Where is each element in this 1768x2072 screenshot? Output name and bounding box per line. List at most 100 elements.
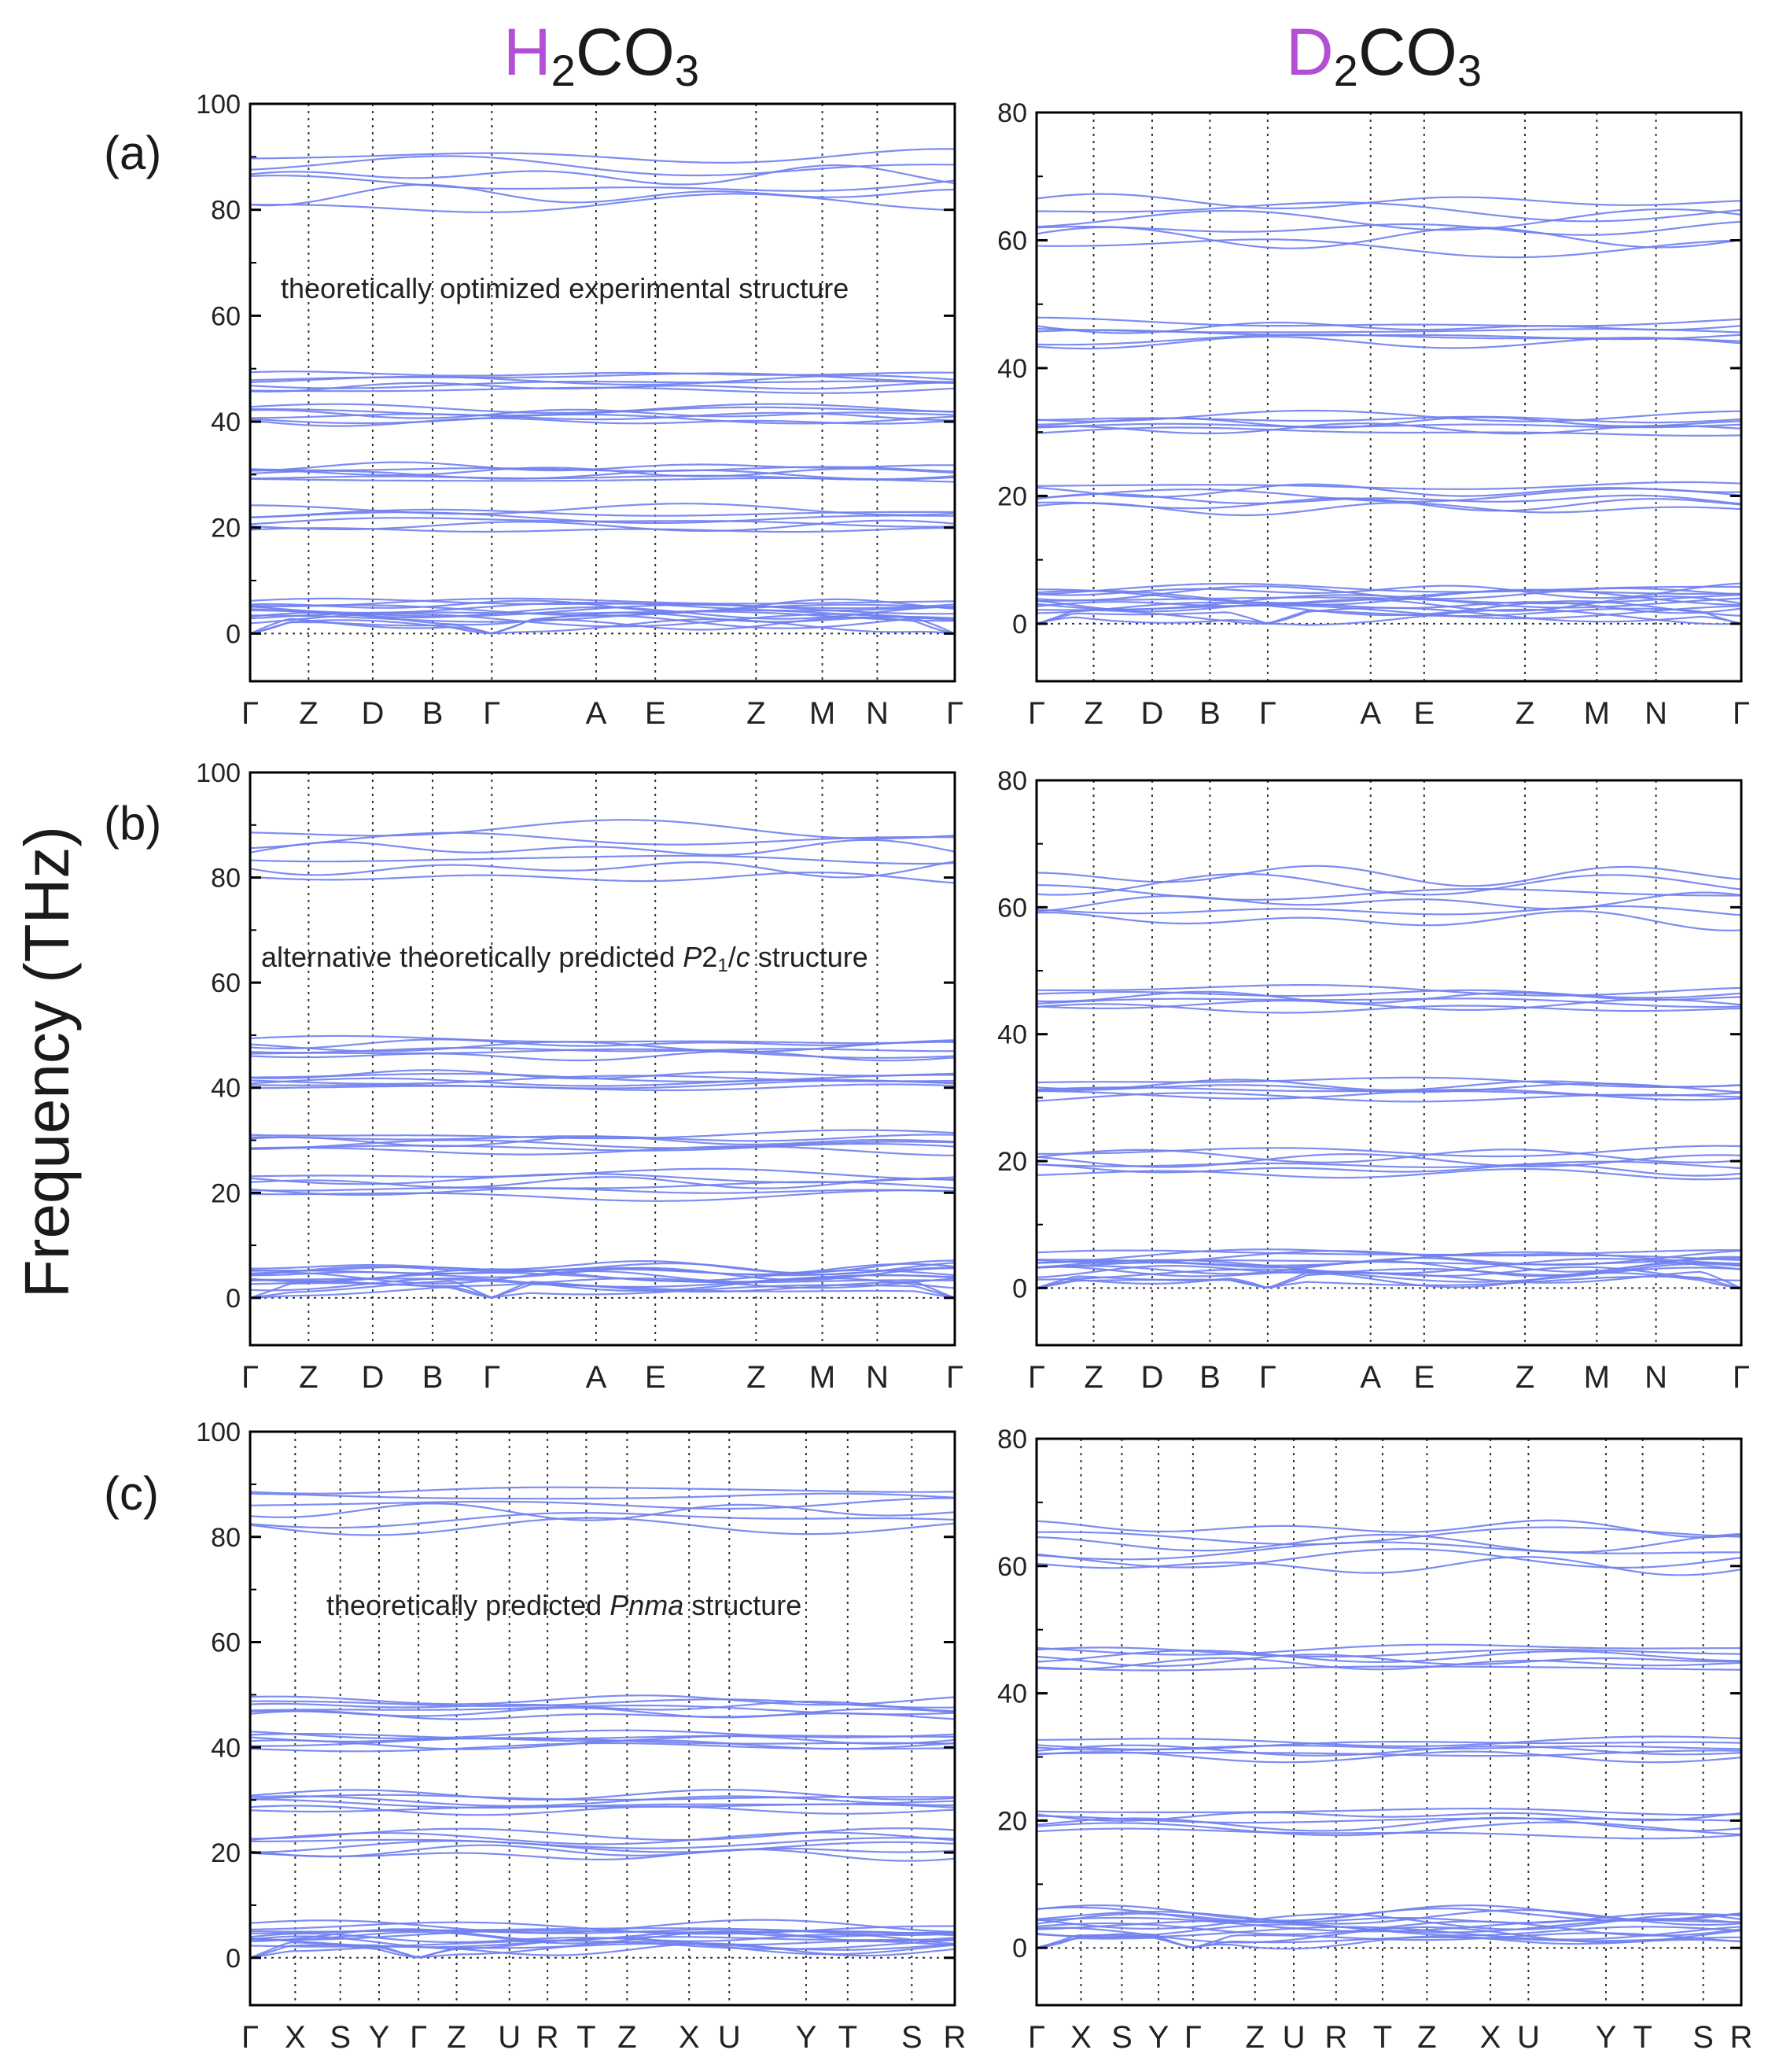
kpath-label-a-H-6: E (645, 696, 666, 731)
kpath-label-a-H-5: A (586, 696, 607, 731)
kpath-label-a-H-1: Z (299, 696, 318, 731)
band-a-H-4-4 (249, 372, 956, 383)
band-c-H-0-13 (249, 1919, 956, 1934)
kpath-label-a-H-2: D (361, 696, 384, 731)
plot-frame-a-D (1035, 111, 1743, 683)
kpath-label-a-H-7: Z (746, 696, 765, 731)
band-c-H-2-0 (249, 1805, 956, 1816)
band-b-H-3-2 (249, 1077, 956, 1087)
kpath-label-a-D-3: B (1199, 696, 1221, 731)
kpath-label-c-D-2: S (1111, 2020, 1133, 2055)
band-a-H-3-5 (249, 403, 956, 414)
band-c-H-4-1 (249, 1707, 956, 1719)
band-c-D-3-3 (1036, 1649, 1742, 1664)
kpath-label-b-D-8: M (1584, 1360, 1610, 1395)
band-c-D-3-0 (1036, 1665, 1742, 1672)
band-c-H-5-5 (249, 1486, 956, 1495)
band-c-D-3-4 (1036, 1646, 1742, 1658)
kpath-label-b-H-0: Γ (241, 1360, 259, 1395)
band-a-H-5-0 (249, 193, 956, 213)
kpath-label-b-H-4: Γ (483, 1360, 500, 1395)
band-a-H-2-2 (249, 469, 956, 481)
ytick-label-a-D-20: 20 (997, 481, 1027, 511)
kpath-label-c-H-1: X (285, 2020, 306, 2055)
band-b-D-0-12 (1036, 1248, 1742, 1264)
band-a-D-2-4 (1036, 415, 1742, 424)
band-c-D-0-6 (1036, 1920, 1742, 1937)
band-a-H-5-4 (249, 155, 956, 177)
kpath-label-c-D-5: Z (1246, 2020, 1265, 2055)
band-a-D-0-12 (1036, 582, 1742, 599)
band-b-H-2-0 (249, 1145, 956, 1156)
band-b-H-2-2 (249, 1139, 956, 1150)
band-a-H-4-2 (249, 380, 956, 389)
band-c-D-1-2 (1036, 1816, 1742, 1832)
band-c-H-1-3 (250, 1837, 956, 1849)
band-a-D-2-5 (1036, 409, 1741, 422)
ytick-label-b-H-0: 0 (226, 1284, 241, 1314)
band-b-D-3-1 (1036, 998, 1742, 1011)
band-c-H-1-2 (249, 1840, 956, 1854)
ytick-label-b-D-80: 80 (997, 766, 1027, 796)
band-c-H-3-4 (249, 1733, 956, 1740)
band-b-D-0-9 (1036, 1257, 1742, 1266)
annotation-b: alternative theoretically predicted P21/… (261, 941, 868, 976)
band-a-D-3-4 (1036, 321, 1742, 334)
kpath-label-b-D-4: Γ (1259, 1360, 1276, 1395)
band-a-H-1-3 (249, 511, 956, 524)
panel-label-a: (a) (104, 127, 162, 179)
band-a-H-4-5 (249, 371, 955, 377)
band-b-H-4-5 (249, 1034, 956, 1045)
ytick-label-a-H-0: 0 (226, 619, 241, 649)
band-c-H-2-3 (249, 1795, 955, 1807)
kpath-label-b-D-10: Γ (1733, 1360, 1750, 1395)
band-b-D-1-1 (1036, 1163, 1742, 1177)
band-b-D-0-1 (1036, 1271, 1742, 1289)
ytick-label-c-H-60: 60 (211, 1628, 241, 1658)
band-c-H-1-5 (249, 1827, 956, 1842)
ytick-label-a-H-100: 100 (196, 90, 241, 120)
band-b-H-4-1 (249, 1048, 956, 1059)
band-b-D-4-4 (1036, 872, 1742, 896)
kpath-label-c-H-12: Y (796, 2020, 817, 2055)
kpath-label-c-D-1: X (1070, 2020, 1092, 2055)
band-a-H-0-0 (249, 618, 956, 635)
band-b-D-3-2 (1036, 997, 1742, 1008)
band-a-H-1-5 (249, 503, 956, 516)
band-a-H-4-1 (249, 382, 956, 393)
band-a-D-3-5 (1037, 316, 1742, 327)
band-b-H-0-12 (249, 1262, 956, 1276)
band-b-H-4-3 (249, 1041, 956, 1053)
panel-label-c: (c) (104, 1467, 159, 1520)
ytick-label-b-H-100: 100 (196, 758, 241, 788)
band-b-H-1-3 (249, 1176, 956, 1189)
kpath-label-b-H-8: M (809, 1360, 835, 1395)
band-a-H-0-9 (249, 603, 956, 617)
band-a-H-3-3 (249, 408, 956, 419)
band-c-D-3-5 (1036, 1643, 1741, 1656)
band-c-D-4-1 (1036, 1547, 1742, 1569)
band-a-D-0-4 (1036, 600, 1742, 617)
kpath-label-a-H-4: Γ (483, 696, 500, 731)
band-c-D-4-5 (1036, 1519, 1742, 1539)
kpath-label-c-D-0: Γ (1028, 2020, 1045, 2055)
ytick-label-b-D-60: 60 (997, 893, 1027, 923)
band-a-H-5-1 (249, 183, 956, 207)
band-b-D-0-13 (1036, 1249, 1741, 1256)
kpath-label-c-H-2: S (330, 2020, 351, 2055)
band-b-H-5-5 (249, 819, 956, 840)
kpath-label-b-D-1: Z (1084, 1360, 1103, 1395)
kpath-label-a-D-0: Γ (1028, 696, 1045, 731)
band-b-H-0-13 (250, 1259, 956, 1274)
kpath-label-c-D-15: R (1730, 2020, 1753, 2055)
ytick-label-a-H-80: 80 (211, 196, 241, 226)
ytick-label-a-D-80: 80 (997, 98, 1027, 128)
band-a-H-0-13 (249, 597, 955, 607)
ytick-label-a-D-0: 0 (1012, 610, 1027, 640)
kpath-label-b-H-1: Z (299, 1360, 318, 1395)
kpath-label-c-H-14: S (901, 2020, 923, 2055)
band-a-D-2-2 (1036, 422, 1742, 429)
col-title-d2co3: D2CO3 (1286, 15, 1482, 95)
kpath-label-a-H-3: B (422, 696, 444, 731)
ytick-label-b-D-20: 20 (997, 1147, 1027, 1177)
